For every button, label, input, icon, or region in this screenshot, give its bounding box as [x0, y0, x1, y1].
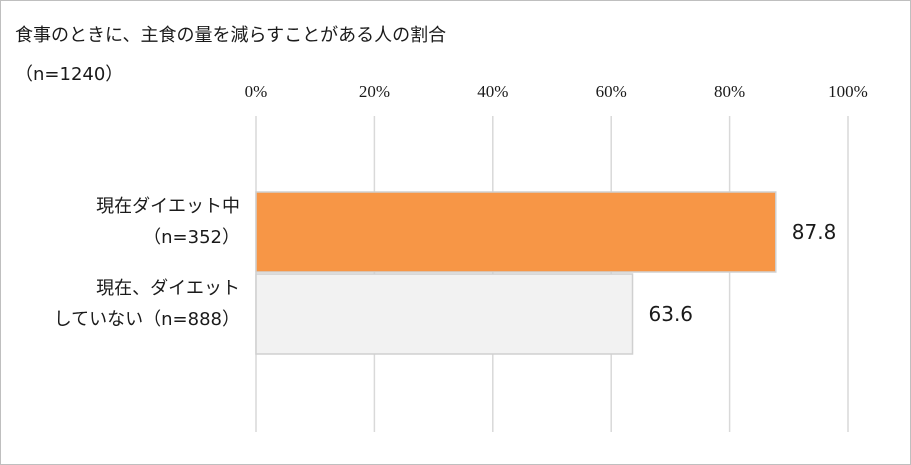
- x-tick-label: 80%: [714, 82, 745, 101]
- category-label: していない（n=888）: [54, 309, 240, 330]
- category-label: 現在ダイエット中: [96, 196, 240, 217]
- x-tick-label: 60%: [596, 82, 627, 101]
- x-tick-label: 100%: [828, 82, 868, 101]
- x-tick-label: 0%: [245, 82, 268, 101]
- category-label: 現在、ダイエット: [96, 278, 240, 299]
- chart-title: 食事のときに、主食の量を減らすことがある人の割合: [15, 25, 447, 46]
- chart-subtitle: （n=1240）: [15, 64, 124, 85]
- x-tick-label: 20%: [359, 82, 390, 101]
- x-tick-label: 40%: [477, 82, 508, 101]
- category-label: （n=352）: [143, 227, 240, 248]
- bar: [255, 273, 634, 355]
- bar: [255, 191, 777, 273]
- data-label: 63.6: [649, 302, 694, 326]
- data-label: 87.8: [792, 220, 837, 244]
